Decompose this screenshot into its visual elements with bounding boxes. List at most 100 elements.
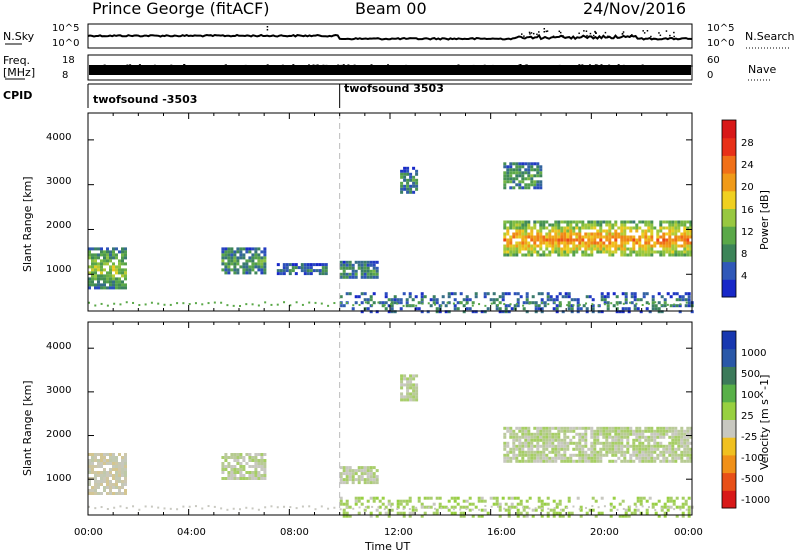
power-cell [254,247,258,251]
power-cell [393,295,397,299]
power-cell [530,235,534,239]
power-cell [506,226,510,230]
power-ground-cell [622,302,625,305]
power-cell [575,226,579,230]
power-cell [635,241,639,245]
power-cell [285,269,289,273]
velocity-cell [524,435,528,439]
nave-point [322,64,325,66]
velocity-cell [677,441,681,445]
velocity-cell [602,426,606,430]
velocity-cell [480,514,484,518]
velocity-cell [115,480,118,483]
velocity-cell [674,426,678,430]
velocity-cell [575,459,579,463]
velocity-cell [596,459,600,463]
power-cell [686,244,690,248]
nave-point [474,65,477,67]
power-cell [569,250,573,254]
power-cell [91,259,94,263]
power-cell [121,250,124,254]
velocity-cell [656,426,660,430]
power-cell [570,304,574,308]
power-cell [417,301,421,305]
velocity-cell [106,492,109,495]
power-cell [615,295,619,299]
velocity-cell [542,429,546,433]
power-cell [103,286,106,290]
power-cell [406,187,410,191]
power-cell [522,301,526,305]
velocity-cell [100,453,103,456]
power-cell [501,292,505,296]
power-cell [354,295,358,299]
velocity-cell [689,459,693,463]
power-cell [405,298,409,302]
power-cell [548,223,552,227]
velocity-cell [345,502,349,506]
power-cell [512,247,516,251]
velocity-cell [578,444,582,448]
power-cell [672,304,676,308]
power-cell [106,280,109,284]
power-cell [545,235,549,239]
power-cell [689,250,693,254]
velocity-cell [503,456,507,460]
power-cbar-tick: 16 [741,205,754,216]
power-cell [566,247,570,251]
power-cell [672,292,676,296]
power-cell [339,275,343,279]
velocity-cell [516,514,520,518]
power-cell [515,220,519,224]
velocity-cell [590,456,594,460]
power-cell [527,223,531,227]
velocity-cell [363,472,367,476]
velocity-cell [521,426,525,430]
power-cell [689,229,693,233]
velocity-cell [369,469,373,473]
power-cell [527,250,531,254]
power-cell [689,244,693,248]
power-cell [124,277,127,281]
power-cell [118,259,121,263]
power-cell [599,235,603,239]
power-cell [381,304,385,308]
nave-point [199,65,202,67]
power-cell [97,280,100,284]
power-cell [112,277,115,281]
velocity-cell [654,502,658,506]
power-cell [581,253,585,257]
power-cell [503,232,507,236]
power-cell [518,162,522,166]
velocity-cell [263,453,267,456]
power-cell [400,184,404,188]
power-cell [224,253,228,257]
nsearch-point [594,30,596,33]
velocity-cell [548,426,552,430]
power-cell [412,166,416,170]
velocity-cell [357,478,361,482]
nave-point [491,64,494,66]
power-cell [109,253,112,257]
velocity-cell [504,502,508,506]
power-cell [533,174,537,178]
power-cell [551,235,555,239]
power-cell [653,244,657,248]
power-cell [611,241,615,245]
power-cell [521,180,525,184]
power-cell [578,241,582,245]
velocity-cell [626,438,630,442]
velocity-cell [257,453,261,456]
power-cell [674,229,678,233]
velocity-cell [576,496,580,500]
power-cell [372,301,376,305]
power-cell [623,238,627,242]
power-ground-cell [408,304,411,307]
power-cell [639,298,643,302]
velocity-cell [257,459,261,462]
nave-point [148,65,151,67]
power-cell [624,292,628,296]
velocity-cell [554,438,558,442]
power-cell [530,174,534,178]
power-cell [254,250,258,254]
